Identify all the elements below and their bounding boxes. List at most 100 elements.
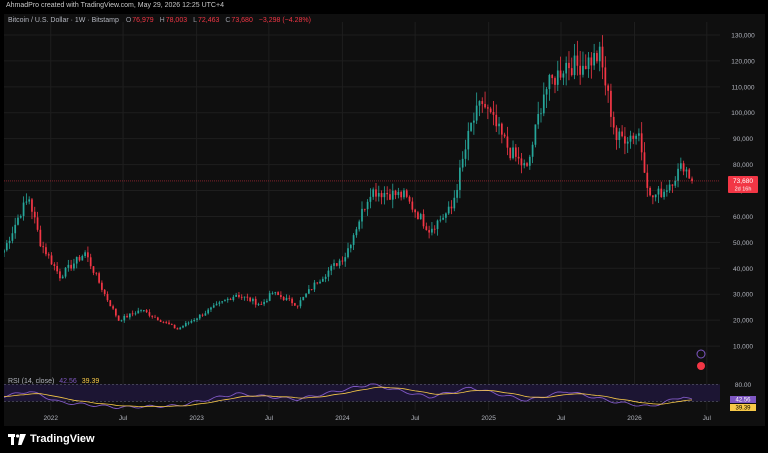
candle-body: [607, 85, 609, 91]
candle-body: [615, 127, 618, 141]
candle-body: [151, 315, 154, 317]
candle-body: [53, 264, 56, 266]
candle-body: [484, 103, 486, 108]
x-tick-label: Jul: [119, 415, 128, 422]
candle-body: [632, 135, 635, 139]
candle-body: [3, 250, 5, 253]
candle-body: [601, 46, 604, 68]
candle-body: [503, 134, 506, 137]
tradingview-logo-icon: [8, 433, 26, 445]
candle-body: [679, 163, 682, 169]
rsi-ma-tag: [730, 404, 756, 411]
low-value: 72,463: [197, 17, 220, 24]
candle-body: [221, 301, 224, 303]
candle-body: [92, 266, 95, 273]
candle-body: [299, 300, 302, 307]
chart-panel[interactable]: 10,00020,00030,00040,00050,00060,00070,0…: [3, 14, 765, 426]
x-tick-label: 2024: [335, 415, 350, 422]
high-value: 78,003: [165, 17, 188, 24]
candle-body: [232, 296, 235, 301]
open-label: O: [125, 17, 132, 24]
y-tick-label: 30,000: [733, 292, 753, 299]
candle-body: [579, 65, 582, 75]
price-tag-value: 73,680: [733, 178, 753, 185]
candle-body: [271, 293, 274, 294]
candle-body: [148, 312, 151, 316]
candle-body: [98, 273, 100, 283]
candle-body: [316, 282, 319, 284]
candle-body: [327, 270, 330, 277]
close-value: 73,680: [231, 17, 253, 24]
candle-body: [112, 306, 114, 309]
y-tick-label: 120,000: [731, 58, 755, 65]
candle-body: [442, 217, 444, 220]
candle-body: [495, 114, 498, 127]
candle-body: [640, 133, 643, 153]
y-tick-label: 130,000: [731, 32, 755, 39]
x-tick-label: Jul: [703, 415, 712, 422]
candle-body: [556, 70, 559, 85]
candle-body: [369, 196, 372, 202]
candle-body: [436, 220, 439, 230]
y-tick-label: 90,000: [733, 136, 753, 143]
candle-body: [17, 217, 19, 225]
tradingview-logo[interactable]: TradingView: [8, 432, 95, 446]
candle-body: [372, 189, 375, 197]
credit-line: AhmadPro created with TradingView.com, M…: [6, 2, 224, 9]
candle-body: [218, 302, 221, 304]
candle-body: [142, 310, 145, 311]
candle-body: [643, 152, 646, 173]
candle-body: [386, 192, 389, 195]
candle-body: [531, 144, 534, 157]
candle-body: [31, 199, 33, 212]
candle-body: [629, 135, 632, 142]
candle-body: [514, 147, 517, 157]
y-tick-label: 80,000: [733, 162, 753, 169]
candle-body: [109, 300, 112, 307]
candle-body: [358, 221, 361, 230]
candle-body: [137, 310, 140, 314]
candle-body: [165, 322, 168, 323]
candle-body: [134, 313, 137, 315]
candlestick-chart[interactable]: 10,00020,00030,00040,00050,00060,00070,0…: [3, 14, 765, 426]
candle-body: [187, 322, 190, 324]
lightning-event-icon: [696, 349, 706, 359]
x-tick-label: 2022: [44, 415, 59, 422]
candle-body: [408, 196, 411, 202]
candle-body: [285, 297, 288, 301]
candle-body: [277, 292, 279, 296]
candle-body: [64, 267, 67, 277]
candle-body: [570, 68, 573, 76]
candle-body: [302, 296, 305, 301]
candle-body: [140, 310, 142, 312]
candle-body: [621, 131, 623, 137]
candle-body: [582, 65, 584, 75]
candle-body: [341, 260, 344, 262]
candle-body: [419, 214, 422, 220]
candle-body: [545, 89, 548, 95]
candle-body: [123, 315, 126, 321]
candle-body: [59, 271, 61, 279]
candle-body: [196, 318, 198, 320]
y-tick-label: 20,000: [733, 318, 753, 325]
candle-body: [243, 296, 246, 298]
candle-body: [173, 324, 176, 329]
candle-body: [576, 55, 579, 66]
candle-body: [568, 62, 570, 69]
candle-body: [425, 226, 428, 231]
candle-body: [78, 256, 81, 261]
rsi-value-tag: [730, 396, 756, 403]
candle-body: [523, 163, 526, 166]
candle-body: [610, 90, 612, 117]
candle-body: [126, 315, 128, 318]
candle-body: [25, 201, 28, 203]
candle-body: [115, 308, 117, 316]
candle-body: [682, 163, 685, 172]
candle-body: [168, 322, 170, 325]
candle-body: [254, 298, 257, 305]
candle-body: [238, 294, 240, 297]
change-value: −3,298 (−4.28%): [258, 17, 311, 24]
candle-body: [377, 193, 380, 197]
candle-body: [654, 194, 657, 198]
candle-body: [475, 105, 478, 121]
